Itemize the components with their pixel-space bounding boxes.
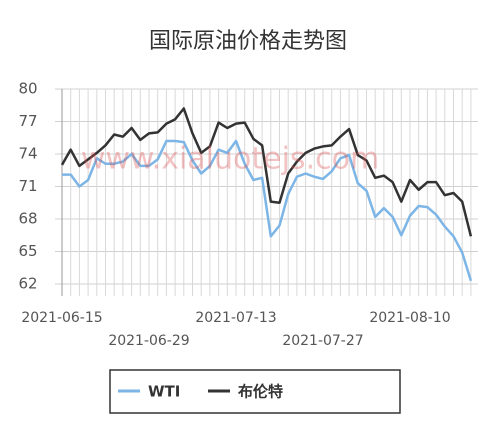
series-line (60, 107, 473, 237)
y-tick-label: 68 (18, 210, 37, 228)
x-tick-label: 2021-06-29 (108, 333, 189, 349)
y-tick-label: 77 (18, 112, 37, 130)
watermark: www.xialuotejs.com (81, 142, 379, 177)
x-tick-label: 2021-07-13 (195, 310, 276, 326)
lines (60, 107, 473, 282)
x-tick-label: 2021-06-15 (21, 310, 102, 326)
y-tick-label: 74 (18, 145, 37, 163)
legend-label: WTI (148, 383, 180, 401)
y-tick-label: 71 (18, 177, 37, 195)
legend-box (109, 369, 401, 414)
y-tick-label: 65 (18, 242, 37, 260)
x-tick-label: 2021-07-27 (282, 333, 363, 349)
grid (55, 88, 478, 296)
series-line (62, 139, 473, 282)
y-tick-label: 62 (18, 275, 37, 293)
x-tick-label: 2021-08-10 (369, 310, 450, 326)
legend-label: 布伦特 (238, 383, 283, 401)
chart-title: 国际原油价格走势图 (149, 29, 347, 54)
y-tick-label: 80 (18, 80, 37, 98)
